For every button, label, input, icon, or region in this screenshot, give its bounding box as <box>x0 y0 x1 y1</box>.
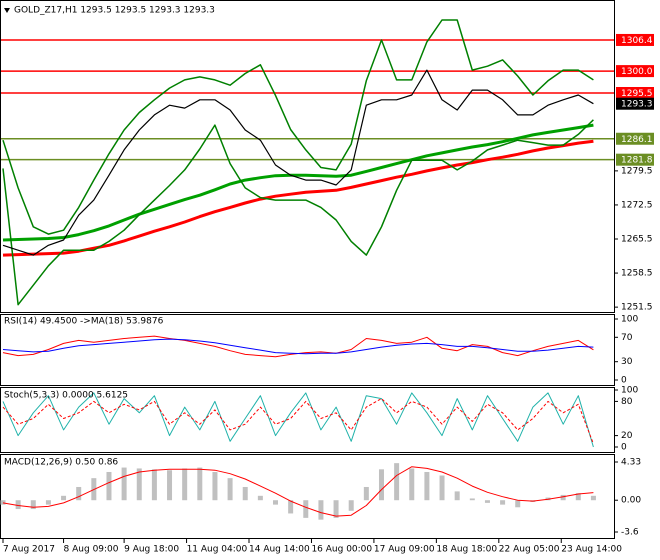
histogram-bar <box>303 500 309 518</box>
x-tick-label: 9 Aug 18:00 <box>124 545 179 555</box>
histogram-bar <box>378 469 384 501</box>
level-label: 1286.1 <box>621 135 653 145</box>
y-tick-label: 70 <box>621 333 633 343</box>
y-tick-label: 4.33 <box>621 458 641 468</box>
histogram-bar <box>182 468 188 501</box>
histogram-bar <box>394 463 400 501</box>
histogram-bar <box>257 495 263 501</box>
level-label-box <box>616 97 654 110</box>
histogram-bar <box>121 467 127 501</box>
x-tick-label: 18 Aug 18:00 <box>436 545 497 555</box>
x-tick-label: 22 Aug 05:00 <box>499 545 560 555</box>
panel-title: GOLD_Z17,H1 1293.5 1293.5 1293.3 1293.3 <box>14 6 215 16</box>
panel-title: Stoch(5,3,3) 0.0000 5.6125 <box>4 391 128 401</box>
y-tick-label: 1279.5 <box>621 166 653 176</box>
panel-title: MACD(12,26,9) 0.50 0.86 <box>4 458 118 468</box>
y-tick-label: 80 <box>621 397 633 407</box>
histogram-bar <box>590 495 596 501</box>
series-line <box>2 19 594 235</box>
y-tick-label: 1258.5 <box>621 269 653 279</box>
level-label: 1306.4 <box>621 36 653 46</box>
y-tick-label: 0.00 <box>621 496 641 506</box>
x-tick-label: 11 Aug 04:00 <box>187 545 248 555</box>
series-line <box>2 398 594 444</box>
histogram-bar <box>515 500 521 508</box>
y-tick-label: -3.6 <box>621 528 639 538</box>
series-line <box>2 123 594 242</box>
series-line <box>2 69 594 256</box>
histogram-bar <box>0 500 6 505</box>
histogram-bar <box>348 500 354 511</box>
histogram-bar <box>106 471 112 501</box>
level-label-box <box>616 153 654 166</box>
y-tick-label: 1272.5 <box>621 200 653 210</box>
y-tick-label: 0 <box>621 376 627 386</box>
histogram-bar <box>454 491 460 501</box>
histogram-bar <box>45 500 51 505</box>
level-label: 1295.5 <box>621 89 653 99</box>
level-label: 1281.8 <box>621 156 653 166</box>
series-line <box>2 466 594 517</box>
y-tick-label: 0 <box>621 443 627 453</box>
histogram-bar <box>500 500 506 505</box>
panel-title: RSI(14) 49.4500 ->MA(18) 53.9876 <box>4 317 164 327</box>
histogram-bar <box>151 469 157 501</box>
series-line <box>2 119 594 306</box>
y-tick-label: 20 <box>621 431 633 441</box>
x-tick-label: 8 Aug 09:00 <box>64 545 119 555</box>
histogram-bar <box>363 486 369 501</box>
level-label: 1293.3 <box>621 100 653 110</box>
x-tick-label: 14 Aug 14:00 <box>249 545 310 555</box>
histogram-bar <box>318 500 324 520</box>
histogram-bar <box>273 500 279 505</box>
histogram-bar <box>424 471 430 501</box>
histogram-bar <box>242 486 248 501</box>
series-line <box>2 139 594 257</box>
series-line <box>2 392 594 448</box>
histogram-bar <box>409 468 415 501</box>
y-tick-label: 30 <box>621 357 633 367</box>
y-tick-label: 100 <box>621 315 638 325</box>
level-label-box <box>616 33 654 46</box>
level-label: 1300.0 <box>621 67 653 77</box>
histogram-bar <box>136 468 142 501</box>
level-label-box <box>616 65 654 78</box>
y-tick-label: 1251.5 <box>621 303 653 313</box>
y-tick-label: 100 <box>621 386 638 396</box>
x-tick-label: 23 Aug 14:00 <box>561 545 622 555</box>
x-tick-label: 16 Aug 00:00 <box>311 545 372 555</box>
level-label-box <box>616 132 654 145</box>
histogram-bar <box>469 498 475 501</box>
menu-arrow[interactable] <box>4 8 10 13</box>
histogram-bar <box>167 470 173 501</box>
y-tick-label: 1265.5 <box>621 235 653 245</box>
histogram-bar <box>288 500 294 514</box>
histogram-bar <box>30 500 36 510</box>
x-tick-label: 17 Aug 09:00 <box>374 545 435 555</box>
histogram-bar <box>484 500 490 503</box>
stoch-panel <box>0 387 615 453</box>
histogram-bar <box>439 475 445 501</box>
series-line <box>2 338 594 355</box>
histogram-bar <box>61 495 67 501</box>
histogram-bar <box>227 478 233 501</box>
histogram-bar <box>575 493 581 501</box>
histogram-bar <box>560 494 566 501</box>
histogram-bar <box>333 500 339 518</box>
histogram-bar <box>76 486 82 501</box>
histogram-bar <box>15 500 21 510</box>
rsi-panel <box>0 314 615 386</box>
price-panel <box>0 0 615 313</box>
level-label-box <box>616 87 654 100</box>
histogram-bar <box>212 471 218 501</box>
x-tick-label: 7 Aug 2017 <box>3 545 55 555</box>
histogram-bar <box>197 467 203 501</box>
macd-panel <box>0 454 615 539</box>
